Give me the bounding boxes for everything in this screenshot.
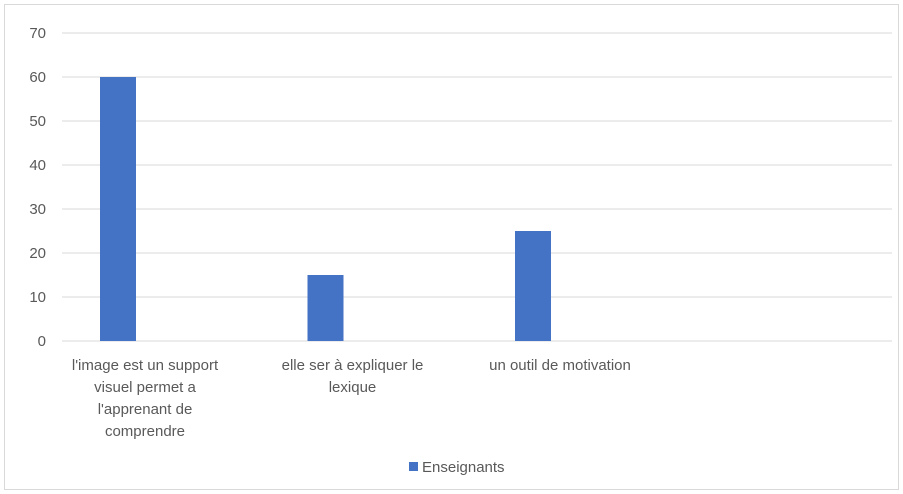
x-tick-label: un outil de motivation	[489, 357, 631, 374]
y-tick-label: 0	[38, 333, 46, 350]
legend-label: Enseignants	[422, 459, 505, 476]
y-tick-label: 30	[29, 201, 46, 218]
y-tick-label: 50	[29, 113, 46, 130]
x-tick-label: l'image est un support	[72, 357, 219, 374]
y-tick-label: 40	[29, 157, 46, 174]
bar	[515, 231, 551, 341]
y-tick-label: 70	[29, 25, 46, 42]
x-tick-label: visuel permet a	[94, 379, 196, 396]
y-tick-label: 10	[29, 289, 46, 306]
x-tick-label: comprendre	[105, 423, 185, 440]
x-tick-label: elle ser à expliquer le	[282, 357, 424, 374]
bar	[100, 77, 136, 341]
bar	[307, 275, 344, 341]
legend-swatch	[409, 462, 418, 471]
x-tick-label: l'apprenant de	[98, 401, 193, 418]
x-tick-label: lexique	[329, 379, 377, 396]
chart-container	[4, 4, 899, 490]
y-tick-label: 60	[29, 69, 46, 86]
y-tick-label: 20	[29, 245, 46, 262]
